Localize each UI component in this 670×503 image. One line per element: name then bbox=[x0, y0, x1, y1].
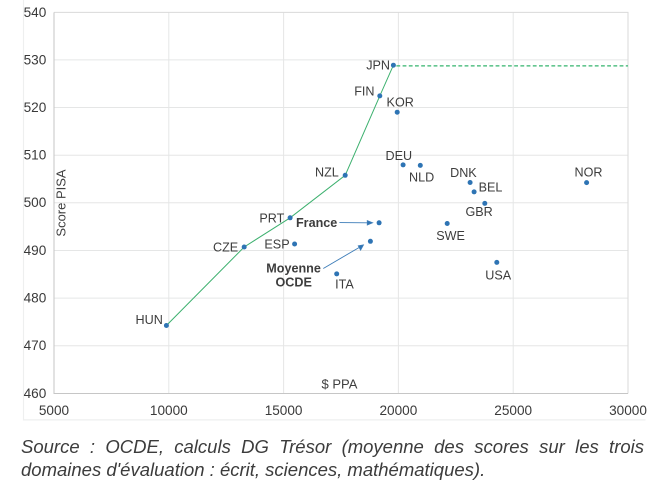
svg-text:JPN: JPN bbox=[366, 59, 390, 73]
svg-text:520: 520 bbox=[24, 100, 47, 115]
svg-text:510: 510 bbox=[24, 148, 47, 163]
svg-text:CZE: CZE bbox=[213, 241, 238, 255]
svg-text:Score PISA: Score PISA bbox=[54, 169, 69, 237]
svg-text:540: 540 bbox=[24, 5, 47, 20]
svg-text:500: 500 bbox=[24, 195, 47, 210]
svg-text:NZL: NZL bbox=[315, 165, 339, 179]
svg-text:SWE: SWE bbox=[436, 229, 465, 243]
svg-text:25000: 25000 bbox=[494, 403, 532, 418]
svg-text:USA: USA bbox=[485, 268, 511, 282]
svg-text:GBR: GBR bbox=[465, 205, 492, 219]
svg-text:OCDE: OCDE bbox=[276, 276, 312, 290]
svg-text:NLD: NLD bbox=[409, 171, 434, 185]
svg-text:FIN: FIN bbox=[354, 85, 374, 99]
svg-text:480: 480 bbox=[24, 291, 47, 306]
svg-text:5000: 5000 bbox=[39, 403, 70, 418]
svg-text:460: 460 bbox=[24, 386, 47, 401]
svg-text:Moyenne: Moyenne bbox=[266, 262, 321, 276]
svg-text:ESP: ESP bbox=[264, 238, 289, 252]
svg-text:10000: 10000 bbox=[150, 403, 188, 418]
svg-text:France: France bbox=[296, 216, 337, 230]
svg-text:530: 530 bbox=[24, 52, 47, 67]
svg-text:KOR: KOR bbox=[387, 95, 414, 109]
svg-text:20000: 20000 bbox=[379, 403, 417, 418]
svg-text:DEU: DEU bbox=[386, 149, 413, 163]
svg-text:15000: 15000 bbox=[265, 403, 303, 418]
svg-text:NOR: NOR bbox=[575, 166, 603, 180]
svg-text:ITA: ITA bbox=[335, 277, 354, 291]
svg-text:490: 490 bbox=[24, 243, 47, 258]
svg-text:BEL: BEL bbox=[479, 181, 503, 195]
svg-text:HUN: HUN bbox=[136, 313, 163, 327]
svg-text:PRT: PRT bbox=[259, 212, 284, 226]
svg-text:DNK: DNK bbox=[450, 166, 477, 180]
svg-text:$ PPA: $ PPA bbox=[322, 377, 358, 392]
svg-text:470: 470 bbox=[24, 338, 47, 353]
svg-text:30000: 30000 bbox=[609, 403, 647, 418]
